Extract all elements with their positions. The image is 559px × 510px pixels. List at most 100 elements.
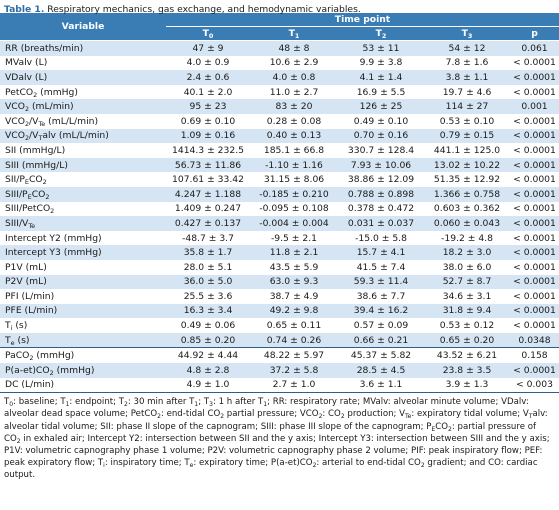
- subscript: 2: [340, 413, 345, 421]
- cell: 0.427 ± 0.137: [166, 216, 250, 231]
- text-run: : partial pressure of CO: [4, 421, 537, 444]
- text-run: : expiratory tidal volume; V: [411, 409, 529, 420]
- cell: < 0.0001: [513, 232, 556, 244]
- text-run: SIII/P: [5, 188, 28, 200]
- text-run: VCO: [5, 115, 25, 127]
- text-run: : endpoint; T: [69, 397, 125, 408]
- cell: 9.9 ± 3.8: [359, 57, 403, 69]
- subscript: 2: [312, 462, 317, 470]
- cell: 4.0 ± 0.9: [186, 57, 230, 69]
- cell: < 0.0001: [510, 303, 559, 319]
- cell: -1.10 ± 1.16: [250, 157, 338, 173]
- cell: 34.6 ± 3.1: [442, 290, 492, 302]
- cell: -48.7 ± 3.7: [182, 232, 234, 244]
- cell: 0.66 ± 0.21: [338, 332, 424, 348]
- table-body: RR (breaths/min) 47 ± 9 48 ± 8 53 ± 11 54 ± …: [0, 40, 559, 393]
- text-run: T: [375, 28, 382, 39]
- cell: < 0.0001: [510, 245, 559, 260]
- cell: 56.73 ± 11.86: [166, 157, 250, 173]
- cell: 38.0 ± 6.0: [442, 261, 492, 273]
- table-row: PFE (L/min) 16.3 ± 3.4 49.2 ± 9.8 39.4 ± 16…: [0, 303, 559, 319]
- row-label: P(a-et)CO2 (mmHg): [0, 363, 166, 378]
- cell: 54 ± 12: [424, 40, 510, 56]
- row-label: VCO2/VTe (mL/L/min): [0, 114, 166, 129]
- cell: 25.5 ± 3.6: [183, 290, 233, 302]
- cell: 37.2 ± 5.8: [250, 363, 338, 378]
- subscript: 2: [16, 437, 21, 445]
- text-run: CO: [435, 421, 449, 432]
- table-row: P1V (mL) 28.0 ± 5.1 43.5 ± 5.9 41.5 ± 7.4 38…: [0, 260, 559, 275]
- cell: 16.3 ± 3.4: [166, 303, 250, 319]
- subscript: 1: [65, 401, 70, 409]
- row-label: SII (mmHg/L): [5, 144, 66, 156]
- cell: < 0.0001: [513, 115, 556, 127]
- cell: 7.93 ± 10.06: [338, 157, 424, 173]
- text-run: : arterial to end-tidal CO: [316, 458, 421, 469]
- subscript: E: [431, 425, 436, 433]
- subscript: Te: [28, 221, 36, 230]
- cell: 0.74 ± 0.26: [250, 332, 338, 348]
- cell: 0.378 ± 0.472: [347, 203, 415, 215]
- cell: 59.3 ± 11.4: [338, 274, 424, 290]
- table-row: SIII/PetCO2 1.409 ± 0.247 -0.095 ± 0.108 0.…: [0, 202, 559, 217]
- table-row: VCO2/VTe (mL/L/min) 0.69 ± 0.10 0.28 ± 0.0…: [0, 114, 559, 129]
- text-run: SIII/PetCO: [5, 203, 51, 215]
- table-row: P2V (mL) 36.0 ± 5.0 63.0 ± 9.3 59.3 ± 11.4 5…: [0, 274, 559, 290]
- text-run: : 1 h after T: [212, 397, 264, 408]
- cell: 48 ± 8: [250, 40, 338, 56]
- cell: 0.788 ± 0.898: [338, 186, 424, 202]
- cell: 43.52 ± 6.21: [424, 347, 510, 364]
- column-header: T3: [424, 26, 510, 41]
- text-run: : baseline; T: [13, 397, 66, 408]
- text-run: T: [202, 28, 209, 39]
- subscript: 2: [124, 401, 128, 409]
- cell: < 0.0001: [513, 203, 556, 215]
- cell: 0.28 ± 0.08: [266, 115, 322, 127]
- cell: 15.7 ± 4.1: [338, 245, 424, 260]
- cell: 0.65 ± 0.20: [424, 332, 510, 348]
- cell: 45.37 ± 5.82: [338, 347, 424, 364]
- cell: 0.031 ± 0.037: [338, 216, 424, 231]
- table-row: Te (s) 0.85 ± 0.20 0.74 ± 0.26 0.66 ± 0.21 0…: [0, 332, 559, 348]
- text-run: (mmHg): [33, 350, 75, 362]
- column-header: T1: [250, 26, 338, 41]
- row-label: MValv (L): [5, 57, 48, 69]
- text-run: /V: [29, 115, 39, 127]
- footnote: T0: baseline; T1: endpoint; T2: 30 min a…: [0, 392, 559, 481]
- cell: < 0.0001: [513, 290, 556, 302]
- cell: 38.6 ± 7.7: [356, 290, 406, 302]
- cell: 4.9 ± 1.0: [186, 379, 230, 391]
- text-run: in exhaled air; Intercept Y2: intersecti…: [4, 433, 550, 469]
- header-cell: Time point: [166, 13, 559, 27]
- header-row: T0 T1 T2 T3 p: [0, 26, 559, 41]
- cell: 49.2 ± 9.8: [250, 303, 338, 319]
- cell: 3.9 ± 1.3: [445, 379, 489, 391]
- cell: 0.69 ± 0.10: [180, 115, 236, 127]
- cell: 0.70 ± 0.16: [338, 128, 424, 144]
- row-label: SIII (mmHg/L): [0, 157, 166, 173]
- cell: 39.4 ± 16.2: [338, 303, 424, 319]
- cell: 40.1 ± 2.0: [183, 86, 233, 98]
- subscript: 2: [50, 207, 55, 216]
- cell: 0.001: [510, 99, 559, 114]
- cell: < 0.0001: [510, 186, 559, 202]
- subscript: 2: [24, 134, 30, 143]
- table-row: VCO2 (mL/min) 95 ± 23 83 ± 20 126 ± 25 114 ±…: [0, 99, 559, 114]
- row-label: PFE (L/min): [0, 303, 166, 319]
- table-row: Intercept Y2 (mmHg) -48.7 ± 3.7 -9.5 ± 2.1…: [0, 231, 559, 246]
- cell: < 0.0001: [513, 144, 556, 156]
- cell: 53 ± 11: [338, 40, 424, 56]
- table-row: SIII (mmHg/L) 56.73 ± 11.86 -1.10 ± 1.16 7.…: [0, 157, 559, 173]
- cell: 38.86 ± 12.09: [347, 174, 415, 186]
- column-header: T2: [338, 26, 424, 41]
- cell: 0.57 ± 0.09: [353, 320, 409, 332]
- cell: 0.0348: [510, 332, 559, 348]
- subscript: 2: [157, 413, 161, 421]
- subscript: e: [10, 338, 15, 347]
- row-label: VCO2/VTalv (mL/L/min): [0, 128, 166, 144]
- subscript: T: [38, 134, 43, 143]
- table-row: PetCO2 (mmHg) 40.1 ± 2.0 11.0 ± 2.7 16.9 ± …: [0, 85, 559, 100]
- cell: < 0.0001: [513, 261, 556, 273]
- cell: 441.1 ± 125.0: [433, 144, 501, 156]
- cell: 4.1 ± 1.4: [338, 70, 424, 85]
